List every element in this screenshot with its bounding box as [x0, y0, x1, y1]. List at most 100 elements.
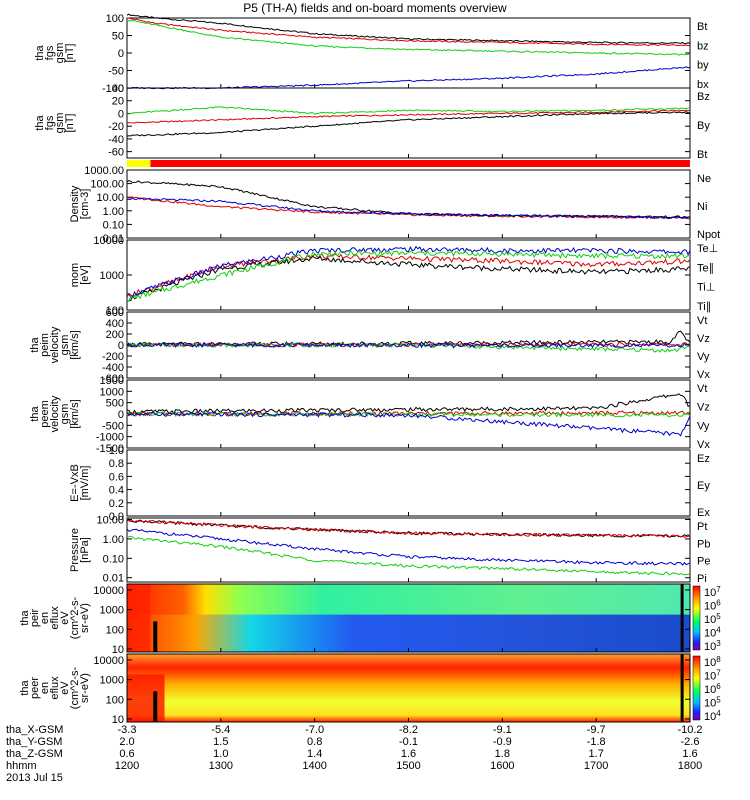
y-axis-label: tha — [19, 609, 31, 625]
y-tick-label: 100 — [106, 694, 124, 706]
x-row-value: -10.2 — [677, 724, 702, 736]
x-row-value: 0.6 — [119, 748, 134, 760]
y-tick-label: 0 — [118, 48, 124, 60]
y-axis-label: [km/s] — [69, 399, 81, 428]
y-tick-label: 10.00 — [96, 192, 124, 204]
y-tick-label: 600 — [106, 307, 124, 319]
series-p7-2 — [126, 411, 691, 418]
series-p9-2 — [126, 535, 691, 576]
x-row-value: 1.0 — [213, 748, 228, 760]
y-axis-label: velocity — [49, 395, 61, 432]
x-row-value: 1600 — [490, 760, 514, 772]
legend-p7-2: Vy — [697, 420, 710, 432]
data-gap-end — [680, 654, 684, 722]
x-row-value: 2.0 — [119, 736, 134, 748]
y-tick-label: 1.00 — [103, 206, 124, 218]
legend-p1-3: bx — [697, 79, 709, 91]
y-axis-label: eflux — [49, 606, 61, 630]
x-row-value: 1500 — [396, 760, 420, 772]
y-tick-label: 10 — [112, 644, 124, 656]
frame-p2 — [126, 87, 691, 159]
x-row-value: 1200 — [115, 760, 139, 772]
legend-p8-1: Ey — [697, 480, 710, 492]
y-axis-label: fgs — [44, 45, 56, 60]
series-p2-0 — [126, 109, 691, 124]
y-axis-label: peir — [29, 608, 41, 627]
y-tick-label: 100 — [106, 13, 124, 25]
y-tick-label: -60 — [108, 147, 124, 159]
series-p2-2 — [126, 111, 691, 137]
y-tick-label: -500 — [102, 420, 124, 432]
y-tick-label: 1.00 — [103, 534, 124, 546]
y-tick-label: 0 — [118, 340, 124, 352]
x-row-value: 1300 — [209, 760, 233, 772]
series-p7-3 — [126, 411, 691, 437]
legend-p6-1: Vz — [697, 333, 710, 345]
x-row-value: 1.4 — [307, 748, 322, 760]
y-axis-label: Pressure — [69, 528, 81, 572]
legend-p5-1: Te∥ — [697, 262, 714, 274]
y-tick-label: 10.00 — [96, 515, 124, 527]
y-axis-label: tha — [34, 114, 46, 130]
series-p4-1 — [126, 180, 691, 219]
data-gap-end — [680, 584, 684, 652]
legend-p9-2: Pe — [697, 556, 710, 568]
y-tick-label: 0.0 — [109, 511, 124, 523]
y-tick-label: 10 — [112, 714, 124, 726]
y-axis-label: eV — [59, 681, 71, 695]
legend-p9-3: Pi — [697, 573, 707, 585]
series-p9-0 — [126, 518, 691, 538]
legend-p2-0: Bz — [697, 91, 710, 103]
x-row-value: 1.5 — [213, 736, 228, 748]
x-row-value: -1.8 — [587, 736, 606, 748]
y-tick-label: 500 — [106, 398, 124, 410]
frame-p4 — [126, 169, 691, 239]
y-axis-label: gsm — [54, 113, 66, 134]
y-axis-label: [nT] — [64, 44, 76, 63]
y-axis-label: tha — [34, 44, 46, 60]
legend-p7-3: Vx — [697, 439, 710, 451]
x-row-label: tha_Z-GSM — [6, 748, 63, 760]
y-axis-label: mom — [69, 263, 81, 287]
legend-p2-2: Bt — [697, 149, 707, 161]
y-tick-label: 10000 — [93, 655, 124, 667]
legend-p4-2: Npot — [697, 229, 720, 241]
y-tick-label: 100 — [106, 305, 124, 317]
y-tick-label: 10000 — [93, 585, 124, 597]
legend-p6-0: Vt — [697, 315, 707, 327]
y-tick-label: 1000 — [100, 675, 124, 687]
y-tick-label: -50 — [108, 66, 124, 78]
x-row-value: -9.7 — [587, 724, 606, 736]
y-tick-label: 1000 — [100, 270, 124, 282]
colorbar-tick: 107 — [704, 585, 721, 599]
series-p6-0 — [126, 330, 691, 347]
y-axis-label: (cm^2-s- — [69, 596, 81, 639]
x-row-value: 1800 — [678, 760, 702, 772]
series-p1-0 — [126, 13, 691, 45]
y-tick-label: 0.6 — [109, 471, 124, 483]
y-axis-label: eflux — [49, 676, 61, 700]
series-p7-0 — [126, 393, 691, 415]
y-axis-label: gsm — [59, 335, 71, 356]
y-axis-label: gsm — [59, 404, 71, 425]
x-row-value: -7.0 — [305, 724, 324, 736]
x-row-value: 0.8 — [307, 736, 322, 748]
colorbar-tick: 104 — [704, 709, 721, 723]
legend-p7-1: Vz — [697, 402, 710, 414]
y-tick-label: 20 — [112, 96, 124, 108]
colorbar-p10 — [692, 585, 701, 651]
y-tick-label: 0 — [118, 108, 124, 120]
figure-title: P5 (TH-A) fields and on-board moments ov… — [243, 1, 507, 15]
ion-spectrogram-early — [127, 584, 151, 652]
y-tick-label: -400 — [102, 362, 124, 374]
x-row-label: tha_Y-GSM — [6, 736, 62, 748]
y-tick-label: 0.01 — [103, 573, 124, 585]
y-axis-label: tha — [19, 679, 31, 695]
y-axis-label: [nPa] — [79, 537, 91, 563]
series-p6-3 — [126, 342, 691, 349]
